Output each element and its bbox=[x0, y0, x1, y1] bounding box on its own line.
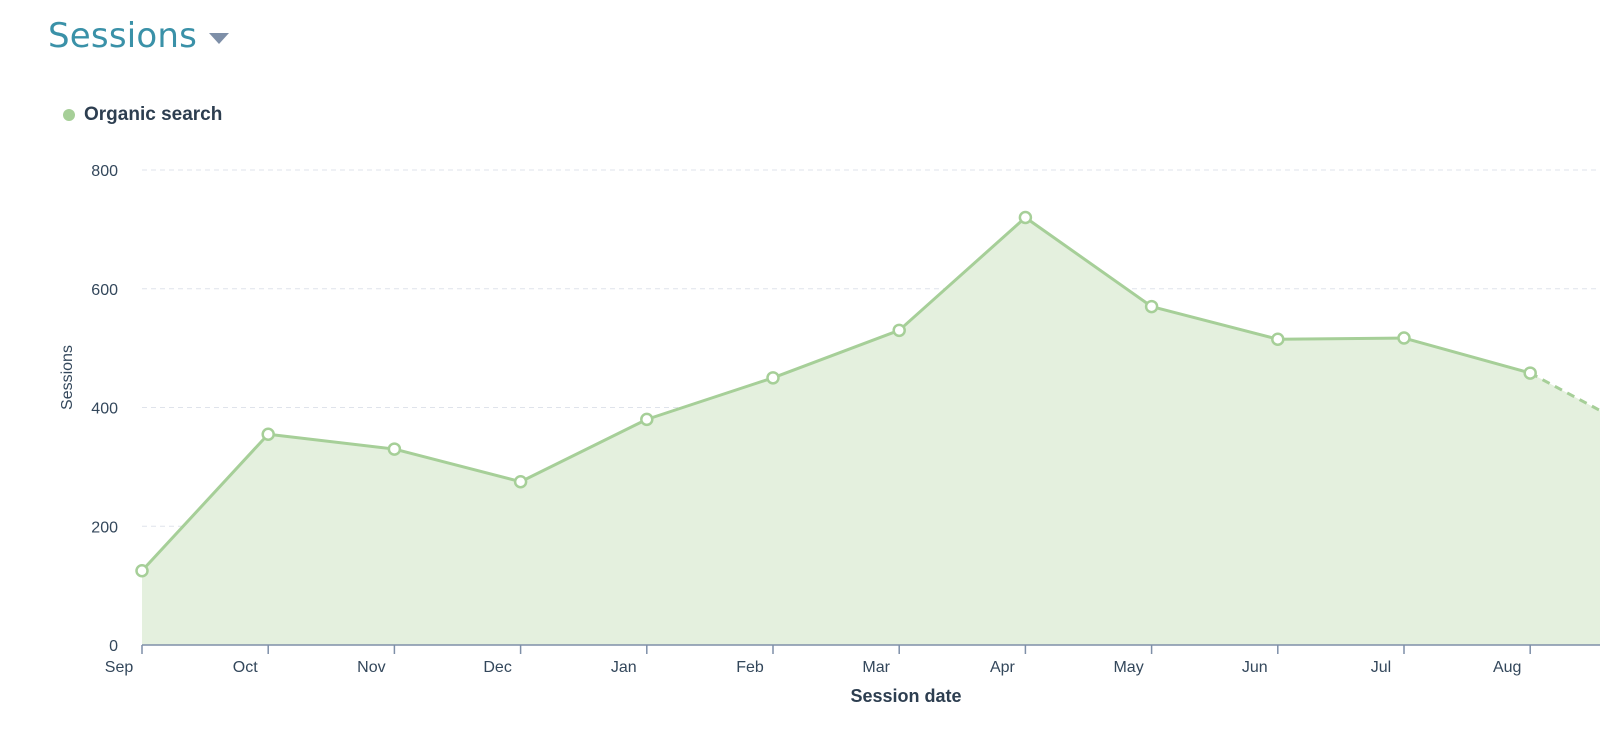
page-title: Sessions bbox=[48, 16, 198, 56]
x-tick-label: Jul bbox=[1371, 659, 1391, 676]
x-tick-label: Feb bbox=[736, 659, 764, 676]
legend-item-organic-search[interactable]: Organic search bbox=[63, 104, 222, 126]
data-point-nov bbox=[387, 442, 402, 456]
data-point-aug bbox=[1523, 366, 1537, 380]
data-point-jun bbox=[1271, 332, 1285, 346]
data-point-feb bbox=[766, 371, 780, 385]
series-line-organic-search bbox=[140, 216, 1531, 572]
report-title-dropdown[interactable]: Sessions bbox=[48, 16, 230, 56]
y-tick-label: 0 bbox=[109, 638, 118, 655]
data-point-jul bbox=[1397, 331, 1411, 345]
x-axis-label: Session date bbox=[850, 686, 961, 706]
y-tick-label: 600 bbox=[91, 282, 118, 299]
x-tick-label: May bbox=[1113, 659, 1143, 676]
y-tick-label: 800 bbox=[91, 163, 118, 180]
x-tick-label: Nov bbox=[357, 659, 385, 676]
x-tick-label: Jun bbox=[1242, 659, 1268, 676]
x-tick-label: Sep bbox=[105, 659, 134, 676]
x-tick-label: Jan bbox=[611, 659, 637, 676]
data-point-sep bbox=[135, 564, 149, 578]
legend-dot-icon bbox=[63, 109, 75, 121]
caret-down-icon bbox=[209, 32, 230, 44]
data-point-apr bbox=[1018, 210, 1033, 225]
x-tick-label: Oct bbox=[233, 659, 258, 676]
data-point-mar bbox=[892, 323, 906, 338]
y-tick-label: 400 bbox=[91, 401, 118, 418]
data-point-jan bbox=[640, 412, 654, 427]
data-point-oct bbox=[261, 427, 275, 441]
data-point-may bbox=[1144, 299, 1159, 314]
y-tick-label: 200 bbox=[91, 519, 118, 536]
x-tick-label: Apr bbox=[990, 659, 1016, 676]
y-axis-label: Sessions bbox=[59, 345, 76, 410]
series-area-organic-search bbox=[142, 217, 1600, 645]
legend-label: Organic search bbox=[84, 104, 223, 125]
x-tick-label: Dec bbox=[483, 659, 511, 676]
x-tick-label: Aug bbox=[1493, 659, 1521, 676]
x-tick-label: Mar bbox=[862, 659, 890, 676]
data-point-dec bbox=[513, 474, 528, 489]
